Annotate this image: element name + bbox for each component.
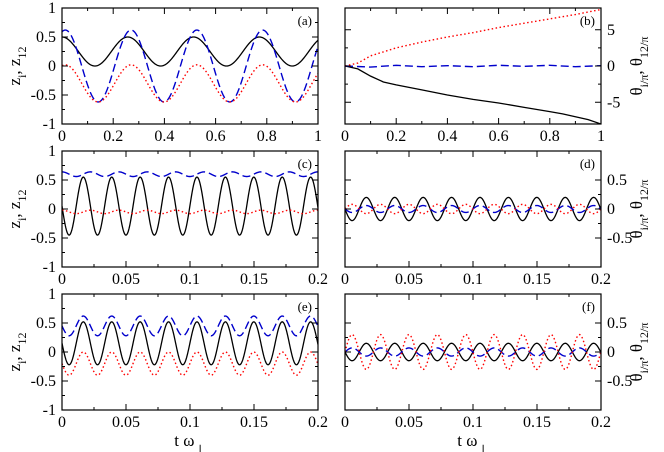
y-tick-label: 5 [607,22,615,39]
panel-tag: (b) [580,13,595,28]
x-tick-label: 0 [341,271,349,288]
x-tick-label: 0.15 [523,414,551,431]
y-axis-label: θi/π, θ12/π [627,323,651,382]
panel-d: 0 0.05 0.1 0.15 0.2 -0.5 0 0.5 (d) θi/π, θ12/π [341,150,651,288]
svg-text:θi/π, θ12/π: θi/π, θ12/π [627,37,651,96]
x-tick-label: 0.2 [308,414,328,431]
x-tick-label: 0.8 [540,128,560,145]
panel-a: 0 0.2 0.4 0.6 0.8 1 -1 -0.5 0 0.5 1 (a) zi, z12 [5,0,322,145]
y-tick-label: -5 [607,94,620,111]
y-tick-label: -0.5 [31,230,56,247]
x-axis-label: t ω⊥ [174,431,205,452]
y-tick-label: 0 [607,58,615,75]
x-tick-label: 0.05 [395,271,423,288]
panel-tag: (e) [298,299,312,314]
panel-tag: (d) [580,156,595,171]
x-axis-label: t ω⊥ [457,431,488,452]
series-dotted-line [345,8,601,67]
x-tick-label: 0.1 [180,414,200,431]
x-tick-label: 0.4 [154,128,174,145]
panel-f: 0 0.05 0.1 0.15 0.2 -0.5 0 0.5 (f) θi/π, θ12/π t ω… [341,293,651,452]
plot-frame [61,293,319,411]
y-tick-label: 1 [48,143,56,160]
x-tick-label: 0.2 [386,128,406,145]
svg-text:zi, z12: zi, z12 [5,47,29,86]
y-tick-label: 0.5 [607,172,627,189]
y-tick-label: 0.5 [36,172,56,189]
svg-text:θi/π, θ12/π: θi/π, θ12/π [627,180,651,239]
y-tick-label: -1 [43,259,56,276]
series-solid-line [62,176,318,236]
y-axis-label: zi, z12 [5,47,29,86]
y-tick-label: -0.5 [31,87,56,104]
y-axis-label: θi/π, θ12/π [627,37,651,96]
y-tick-label: -1 [43,116,56,133]
x-tick-label: 0.15 [523,271,551,288]
x-tick-label: 0 [341,128,349,145]
y-tick-label: 1 [48,0,56,17]
series-dashed-line [345,347,601,357]
x-tick-label: 0 [58,271,66,288]
series-solid-line [345,65,601,124]
x-tick-label: 0.15 [240,271,268,288]
y-tick-label: 0 [607,344,615,361]
x-tick-label: 0.05 [395,414,423,431]
x-tick-label: 0.05 [112,271,140,288]
y-axis-label: zi, z12 [5,190,29,229]
y-tick-label: -0.5 [31,373,56,390]
x-tick-label: 0.1 [463,271,483,288]
x-tick-label: 0 [58,128,66,145]
x-tick-label: 0.6 [489,128,509,145]
x-tick-label: 1 [314,128,322,145]
x-tick-label: 0.4 [437,128,457,145]
y-tick-label: 0.5 [607,315,627,332]
series-dashed-line [345,64,601,68]
y-tick-label: 0.5 [36,29,56,46]
y-tick-label: -1 [43,402,56,419]
y-tick-label: 0 [48,58,56,75]
svg-text:θi/π, θ12/π: θi/π, θ12/π [627,323,651,382]
series-dotted-line [62,209,318,215]
svg-text:zi, z12: zi, z12 [5,333,29,372]
panel-c: 0 0.05 0.1 0.15 0.2 -1 -0.5 0 0.5 1 (c) zi, z12 [5,143,328,288]
series-dotted-line [62,351,318,376]
series-dashed-line [62,171,318,178]
series-solid-line [62,321,318,366]
x-tick-label: 0.6 [206,128,226,145]
x-tick-label: 0.2 [591,271,611,288]
x-tick-label: 0 [58,414,66,431]
panel-e: 0 0.05 0.1 0.15 0.2 -1 -0.5 0 0.5 1 (e) zi, z12 t ω⊥ [5,286,328,452]
series-dotted-line [62,64,318,103]
y-axis-label: θi/π, θ12/π [627,180,651,239]
x-tick-label: 0.05 [112,414,140,431]
x-tick-label: 0.15 [240,414,268,431]
x-tick-label: 1 [597,128,605,145]
y-tick-label: 0 [607,201,615,218]
series-dashed-line [62,29,318,103]
x-tick-label: 0.1 [463,414,483,431]
y-tick-label: 1 [48,286,56,303]
y-tick-label: -0.5 [607,373,632,390]
panel-tag: (a) [298,13,312,28]
y-tick-label: 0 [48,201,56,218]
series-dotted-line [345,203,601,215]
x-tick-label: 0.8 [257,128,277,145]
series-dashed-line [62,315,318,337]
x-tick-label: 0.2 [103,128,123,145]
x-tick-label: 0 [341,414,349,431]
series-solid-line [62,36,318,67]
x-tick-label: 0.1 [180,271,200,288]
y-axis-label: zi, z12 [5,333,29,372]
y-tick-label: 0 [48,344,56,361]
x-tick-label: 0.2 [308,271,328,288]
panel-tag: (f) [582,299,595,314]
panel-tag: (c) [298,156,312,171]
x-tick-label: 0.2 [591,414,611,431]
panel-b: 0 0.2 0.4 0.6 0.8 1-5 0 5 (b) θi/π, θ12/π [341,7,651,145]
y-tick-label: 0.5 [36,315,56,332]
y-tick-label: -0.5 [607,230,632,247]
svg-text:zi, z12: zi, z12 [5,190,29,229]
